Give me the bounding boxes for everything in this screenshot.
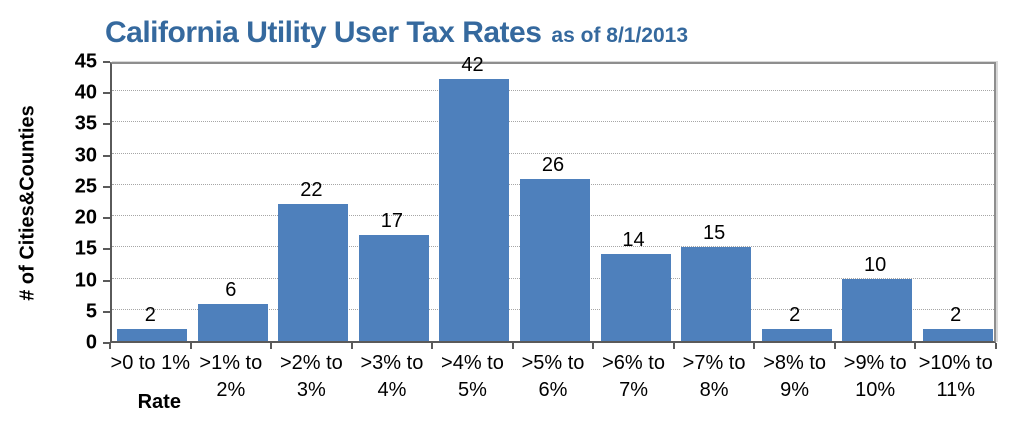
- x-tick-mark-9: [833, 343, 836, 349]
- x-category-label-1: >1% to 2%: [199, 352, 263, 401]
- bar-value-label: 2: [950, 303, 962, 326]
- bar-value-label: 17: [380, 209, 404, 232]
- y-tick-mark-20: [103, 217, 110, 220]
- x-category-label-0: >0 to 1%: [110, 352, 191, 374]
- gridline-40: [112, 90, 994, 92]
- bar-value-label: 10: [864, 253, 887, 276]
- x-category-label-6: >6% to 7%: [602, 352, 665, 401]
- bar--4-to-5-: [439, 78, 510, 341]
- y-tick-label-35: 35: [74, 112, 97, 135]
- gridline-35: [112, 121, 994, 123]
- bar-value-label: 2: [144, 303, 156, 326]
- y-tick-label-10: 10: [74, 269, 97, 292]
- y-tick-mark-5: [103, 310, 110, 313]
- y-tick-label-15: 15: [74, 237, 97, 260]
- y-tick-mark-45: [103, 61, 110, 63]
- x-tick-mark-1: [189, 343, 192, 349]
- chart-title-date-suffix: as of 8/1/2013: [551, 24, 689, 47]
- bar--6-to-7-: [600, 253, 671, 341]
- y-tick-label-45: 45: [74, 50, 97, 73]
- x-category-label-10: >10% to 11%: [918, 352, 993, 401]
- x-tick-mark-10: [914, 343, 917, 349]
- bar-value-label: 42: [461, 53, 484, 76]
- y-tick-label-20: 20: [74, 206, 97, 229]
- y-tick-label-40: 40: [74, 81, 97, 104]
- x-tick-mark-7: [672, 343, 675, 349]
- x-category-label-3: >3% to 4%: [360, 352, 424, 401]
- x-category-label-7: >7% to 8%: [682, 352, 746, 401]
- y-tick-label-5: 5: [85, 300, 97, 323]
- y-tick-mark-25: [103, 185, 110, 188]
- x-tick-mark-8: [753, 343, 756, 349]
- x-tick-mark-0: [109, 343, 111, 349]
- x-tick-mark-4: [431, 343, 434, 349]
- bar-value-label: 15: [702, 222, 726, 245]
- plot-area: [110, 62, 996, 343]
- x-category-label-8: >8% to 9%: [763, 352, 827, 401]
- y-tick-mark-35: [103, 123, 110, 126]
- bar-value-label: 22: [300, 178, 323, 201]
- bar-value-label: 6: [225, 278, 237, 301]
- y-tick-label-25: 25: [74, 175, 97, 198]
- bar--2-to-3-: [278, 203, 349, 341]
- y-tick-mark-40: [103, 92, 110, 95]
- x-category-label-5: >5% to 6%: [521, 352, 585, 401]
- y-tick-label-0: 0: [85, 331, 97, 354]
- bar--7-to-8-: [681, 247, 752, 341]
- x-tick-mark-11: [995, 343, 997, 349]
- gridline-30: [112, 152, 994, 154]
- bar--10-to-11-: [922, 328, 993, 341]
- bar-value-label: 14: [622, 228, 645, 251]
- x-category-label-4: >4% to 5%: [441, 352, 504, 401]
- x-tick-mark-2: [270, 343, 273, 349]
- x-axis-title: Rate: [137, 391, 181, 413]
- x-tick-mark-3: [350, 343, 353, 349]
- chart-title-main: California Utility User Tax Rates: [105, 16, 542, 49]
- y-tick-label-30: 30: [74, 144, 97, 167]
- bar--8-to-9-: [761, 328, 832, 341]
- bar--3-to-4-: [358, 234, 429, 341]
- bar-value-label: 2: [789, 303, 801, 326]
- y-tick-mark-10: [103, 279, 110, 282]
- x-tick-mark-6: [592, 343, 595, 349]
- bar--5-to-6-: [520, 178, 590, 341]
- y-tick-mark-0: [103, 342, 110, 344]
- x-tick-mark-5: [511, 343, 514, 349]
- x-category-label-9: >9% to 10%: [843, 352, 907, 401]
- bar--9-to-10-: [842, 278, 913, 341]
- x-category-label-2: >2% to 3%: [279, 352, 343, 401]
- chart-title: California Utility User Tax Rates as of …: [105, 16, 688, 50]
- bar-value-label: 26: [541, 153, 565, 176]
- y-tick-mark-30: [103, 154, 110, 157]
- y-tick-mark-15: [103, 248, 110, 251]
- bar--0-to-1-: [117, 328, 188, 341]
- bar--1-to-2-: [197, 303, 268, 341]
